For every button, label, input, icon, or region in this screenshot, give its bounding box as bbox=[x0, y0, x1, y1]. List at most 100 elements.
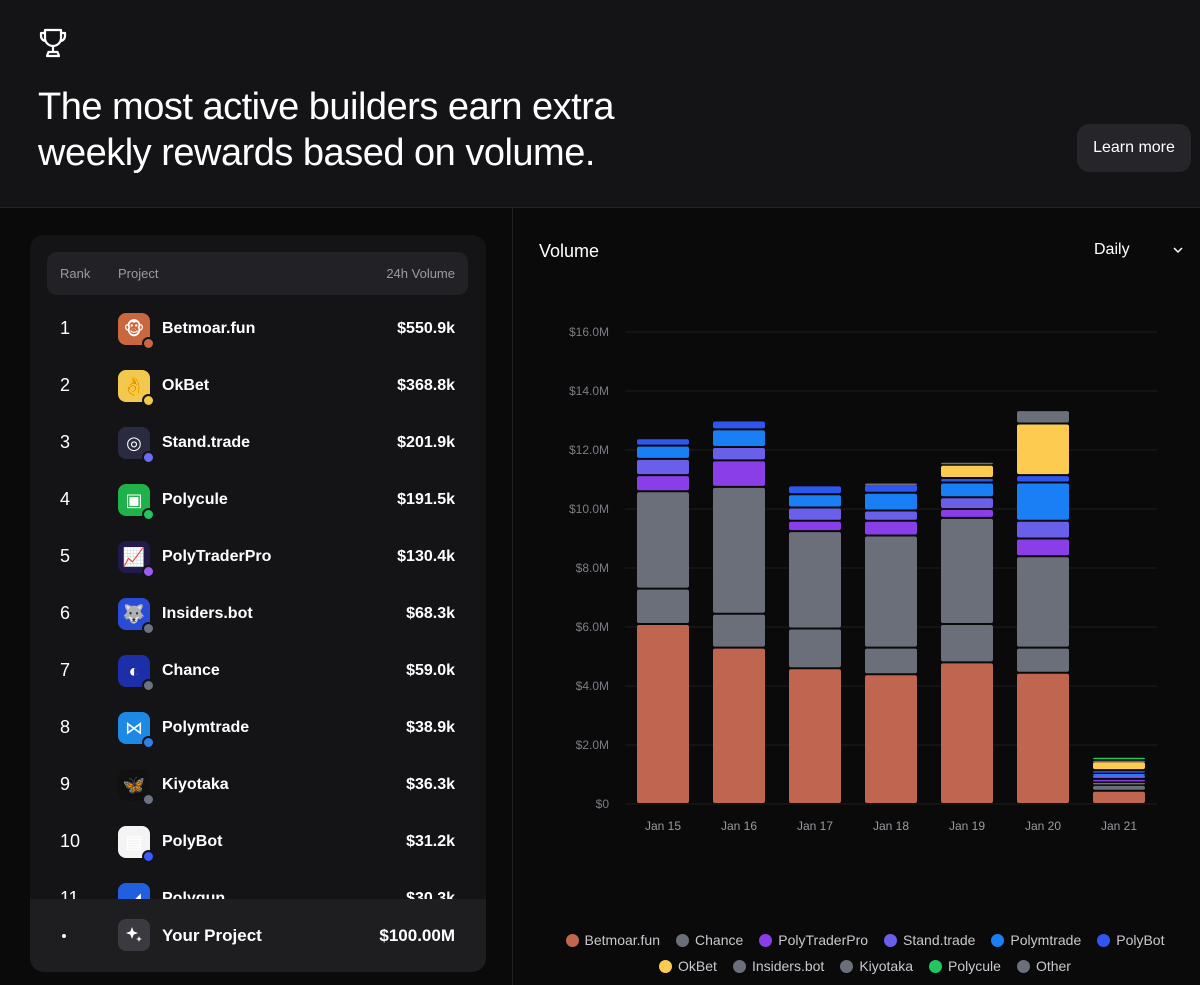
polybot-icon: ▤ bbox=[118, 826, 155, 863]
legend-item[interactable]: Other bbox=[1016, 958, 1071, 974]
bar-segment[interactable] bbox=[713, 487, 765, 613]
bar-segment[interactable] bbox=[865, 536, 917, 647]
bar-segment[interactable] bbox=[1093, 757, 1145, 760]
status-dot bbox=[142, 793, 155, 806]
bar-segment[interactable] bbox=[713, 614, 765, 647]
bar-segment[interactable] bbox=[1017, 673, 1069, 803]
bar-segment[interactable] bbox=[1017, 521, 1069, 538]
bar-segment[interactable] bbox=[1017, 411, 1069, 423]
leaderboard-row[interactable]: 7 ◐ Chance $59.0k bbox=[30, 643, 486, 700]
legend-item[interactable]: Chance bbox=[676, 932, 743, 948]
bar-segment[interactable] bbox=[941, 625, 993, 662]
bar-segment[interactable] bbox=[941, 483, 993, 497]
bar-segment[interactable] bbox=[1017, 648, 1069, 672]
bar-segment[interactable] bbox=[789, 495, 841, 507]
bar-segment[interactable] bbox=[713, 648, 765, 803]
bar-segment[interactable] bbox=[865, 483, 917, 485]
bar-segment[interactable] bbox=[789, 629, 841, 668]
bar-segment[interactable] bbox=[789, 669, 841, 803]
bar-segment[interactable] bbox=[865, 521, 917, 535]
row-project-name: Polycule bbox=[162, 491, 228, 508]
row-rank: 7 bbox=[60, 660, 71, 680]
bar-segment[interactable] bbox=[865, 648, 917, 674]
legend-item[interactable]: OkBet bbox=[659, 958, 717, 974]
bar-segment[interactable] bbox=[713, 430, 765, 447]
legend-item[interactable]: Insiders.bot bbox=[732, 958, 824, 974]
bar-segment[interactable] bbox=[941, 479, 993, 482]
bar-segment[interactable] bbox=[713, 461, 765, 486]
bar-segment[interactable] bbox=[941, 510, 993, 517]
bar-segment[interactable] bbox=[941, 465, 993, 478]
legend-swatch bbox=[565, 933, 579, 947]
bar-segment[interactable] bbox=[1017, 539, 1069, 556]
bar-segment[interactable] bbox=[789, 521, 841, 531]
legend-item[interactable]: PolyBot bbox=[1097, 932, 1164, 948]
learn-more-button[interactable]: Learn more bbox=[1077, 124, 1191, 172]
row-volume: $38.9k bbox=[406, 719, 455, 736]
leaderboard-row[interactable]: 10 ▤ PolyBot $31.2k bbox=[30, 814, 486, 871]
bar-segment[interactable] bbox=[1093, 779, 1145, 782]
legend-item[interactable]: Polycule bbox=[929, 958, 1001, 974]
range-select-value: Daily bbox=[1094, 241, 1130, 258]
panel-divider bbox=[512, 208, 513, 985]
bar-segment[interactable] bbox=[1093, 791, 1145, 803]
leaderboard-row[interactable]: 6 🐺 Insiders.bot $68.3k bbox=[30, 586, 486, 643]
leaderboard-row[interactable]: 2 👌 OkBet $368.8k bbox=[30, 358, 486, 415]
bar-segment[interactable] bbox=[789, 508, 841, 520]
bar-segment[interactable] bbox=[1017, 424, 1069, 475]
bar-segment[interactable] bbox=[789, 486, 841, 494]
bar-segment[interactable] bbox=[941, 462, 993, 465]
leaderboard-row[interactable]: 3 ◎ Stand.trade $201.9k bbox=[30, 415, 486, 472]
legend-swatch bbox=[929, 959, 943, 973]
status-dot bbox=[142, 508, 155, 521]
bar-segment[interactable] bbox=[1093, 771, 1145, 773]
range-select[interactable]: Daily bbox=[1094, 241, 1186, 265]
bar-segment[interactable] bbox=[637, 439, 689, 445]
bar-segment[interactable] bbox=[865, 675, 917, 803]
bar-segment[interactable] bbox=[941, 498, 993, 508]
leaderboard-row[interactable]: 9 🦋 Kiyotaka $36.3k bbox=[30, 757, 486, 814]
bar-segment[interactable] bbox=[1017, 557, 1069, 647]
bar-segment[interactable] bbox=[1093, 782, 1145, 785]
bar-segment[interactable] bbox=[865, 511, 917, 520]
legend-label: OkBet bbox=[678, 958, 717, 974]
leaderboard-row[interactable]: 4 ▣ Polycule $191.5k bbox=[30, 472, 486, 529]
legend-item[interactable]: Polymtrade bbox=[991, 932, 1081, 948]
bar-segment[interactable] bbox=[1093, 760, 1145, 763]
bar-segment[interactable] bbox=[1093, 774, 1145, 776]
bar-segment[interactable] bbox=[865, 484, 917, 492]
bar-segment[interactable] bbox=[1017, 476, 1069, 482]
bar-segment[interactable] bbox=[789, 532, 841, 628]
legend-item[interactable]: Betmoar.fun bbox=[565, 932, 660, 948]
x-tick-label: Jan 18 bbox=[873, 819, 909, 833]
legend-label: Chance bbox=[695, 932, 744, 948]
bar-segment[interactable] bbox=[637, 589, 689, 624]
x-tick-label: Jan 16 bbox=[721, 819, 757, 833]
bar-segment[interactable] bbox=[1093, 775, 1145, 778]
bar-segment[interactable] bbox=[637, 476, 689, 491]
status-dot bbox=[142, 850, 155, 863]
bar-segment[interactable] bbox=[637, 446, 689, 458]
bar-segment[interactable] bbox=[865, 493, 917, 510]
legend-swatch bbox=[884, 933, 898, 947]
y-tick-label: $2.0M bbox=[576, 738, 609, 752]
leaderboard-row[interactable]: 1 🐵 Betmoar.fun $550.9k bbox=[30, 301, 486, 358]
bar-segment[interactable] bbox=[1093, 762, 1145, 770]
leaderboard-row[interactable]: 8 ⋈ Polymtrade $38.9k bbox=[30, 700, 486, 757]
legend-item[interactable]: PolyTraderPro bbox=[759, 932, 868, 948]
bar-segment[interactable] bbox=[637, 492, 689, 588]
bar-segment[interactable] bbox=[637, 459, 689, 475]
your-project-row[interactable]: Your Project $100.00M bbox=[30, 899, 486, 972]
bar-segment[interactable] bbox=[1093, 785, 1145, 790]
row-volume: $550.9k bbox=[397, 320, 455, 337]
bar-segment[interactable] bbox=[713, 448, 765, 460]
legend-item[interactable]: Kiyotaka bbox=[840, 958, 913, 974]
leaderboard-row[interactable]: 5 📈 PolyTraderPro $130.4k bbox=[30, 529, 486, 586]
bar-segment[interactable] bbox=[941, 518, 993, 624]
legend-item[interactable]: Stand.trade bbox=[884, 932, 975, 948]
bar-segment[interactable] bbox=[637, 625, 689, 803]
bar-segment[interactable] bbox=[713, 421, 765, 429]
bar-segment[interactable] bbox=[1017, 483, 1069, 520]
bar-segment[interactable] bbox=[941, 663, 993, 803]
y-tick-label: $10.0M bbox=[569, 502, 609, 516]
